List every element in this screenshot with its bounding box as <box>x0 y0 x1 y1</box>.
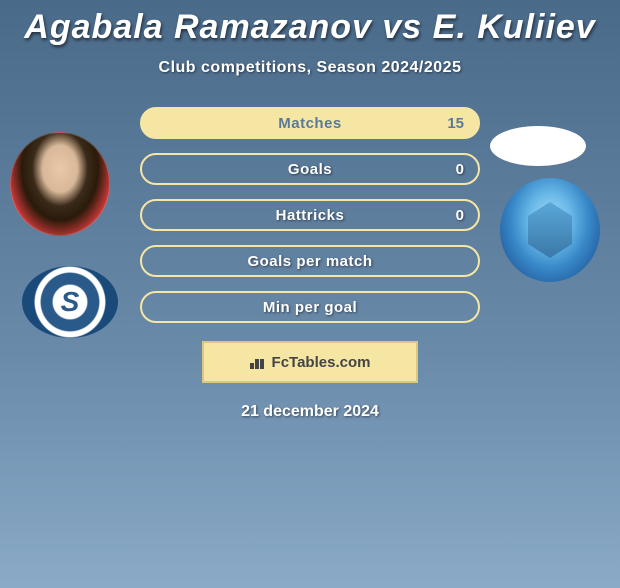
stat-label: Goals <box>288 161 332 178</box>
comparison-title: Agabala Ramazanov vs E. Kuliiev <box>0 8 620 47</box>
stat-label: Goals per match <box>247 253 372 270</box>
stat-row: Matches 15 <box>140 107 480 139</box>
brand-footer[interactable]: FcTables.com <box>202 341 418 383</box>
stat-value-right: 0 <box>456 207 464 224</box>
stat-value-right: 0 <box>456 161 464 178</box>
stat-row: Min per goal <box>140 291 480 323</box>
player2-club-badge <box>500 178 600 282</box>
player1-photo <box>10 132 110 236</box>
comparison-subtitle: Club competitions, Season 2024/2025 <box>0 59 620 77</box>
stat-label: Hattricks <box>276 207 345 224</box>
brand-label: FcTables.com <box>272 354 371 371</box>
stat-value-right: 15 <box>447 115 464 132</box>
snapshot-date: 21 december 2024 <box>0 403 620 421</box>
chart-icon <box>250 355 268 369</box>
stat-row: Hattricks 0 <box>140 199 480 231</box>
stat-row: Goals per match <box>140 245 480 277</box>
stat-label: Min per goal <box>263 299 357 316</box>
player1-club-badge: S <box>22 266 118 338</box>
player2-photo <box>490 126 586 166</box>
stat-label: Matches <box>278 115 342 132</box>
stat-row: Goals 0 <box>140 153 480 185</box>
